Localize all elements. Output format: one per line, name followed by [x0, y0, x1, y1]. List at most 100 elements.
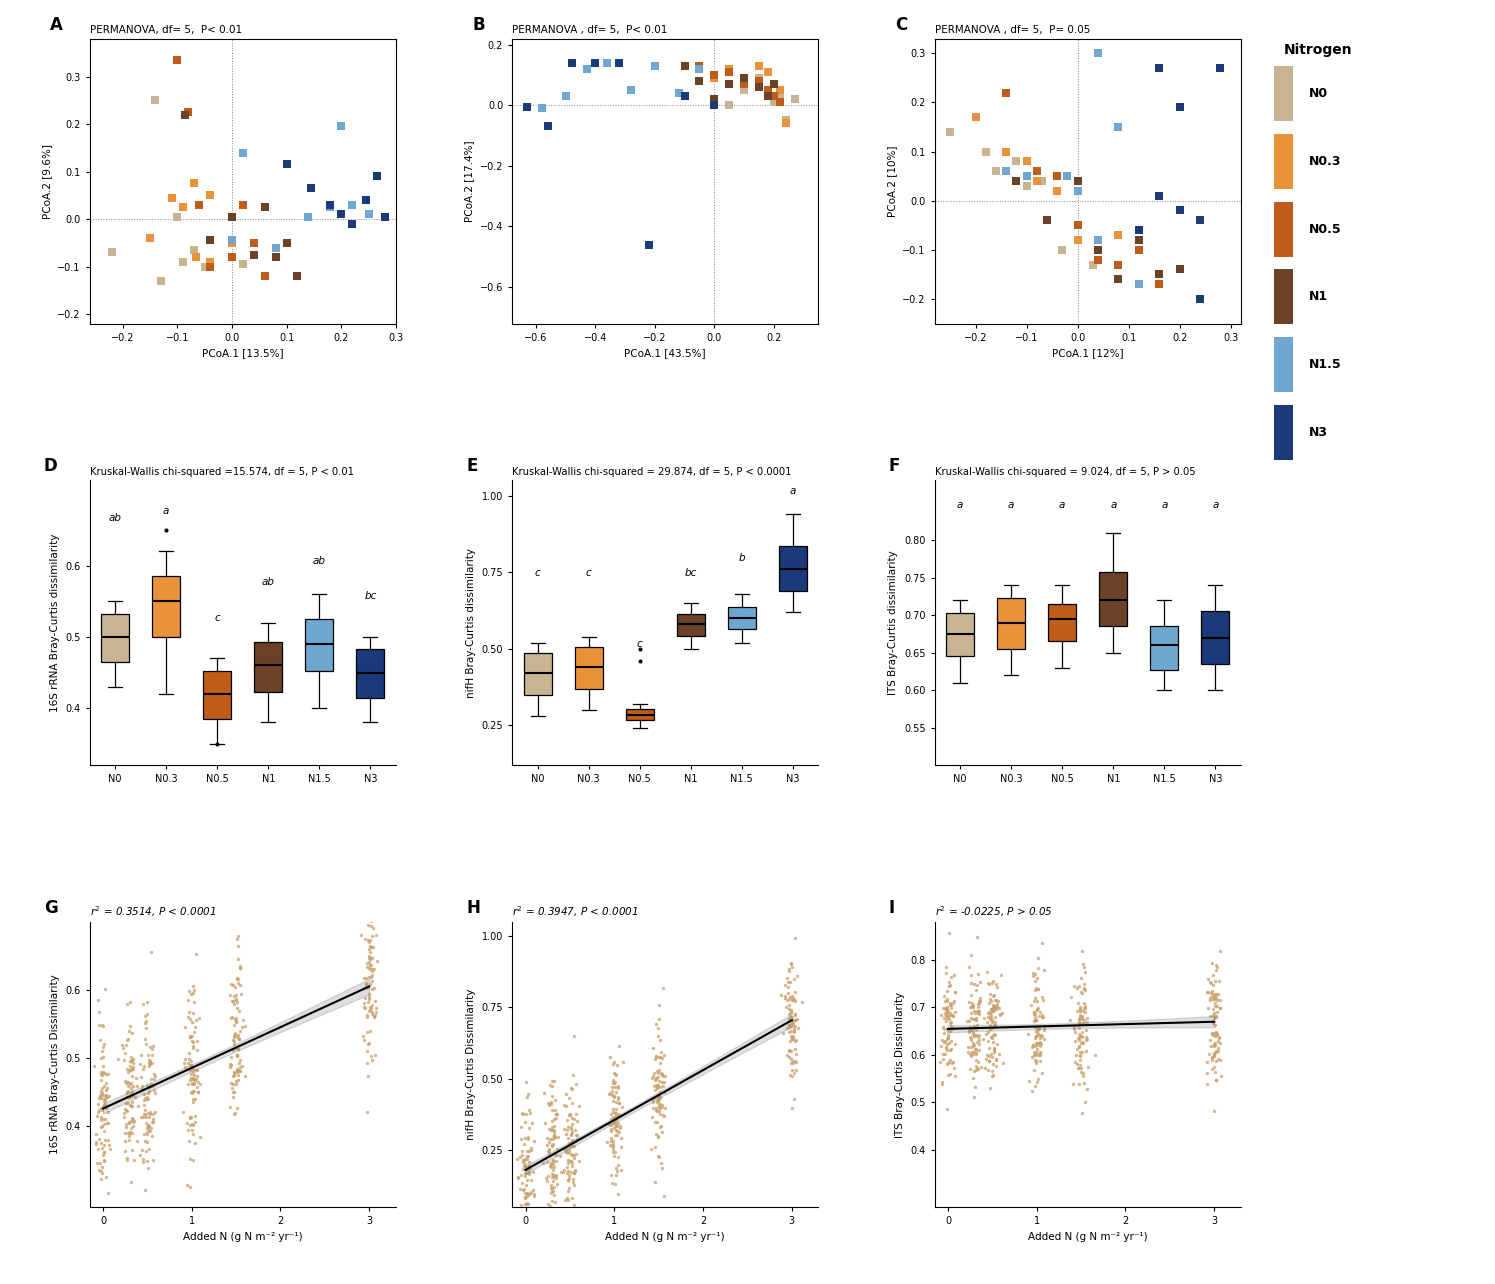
Point: [97, 1139, 121, 1159]
Point: [91, 1113, 115, 1134]
Point: [1067, 998, 1091, 1018]
Point: [937, 1012, 961, 1032]
Point: [517, 1100, 541, 1121]
Point: [601, 1091, 625, 1112]
Point: [1205, 1007, 1229, 1027]
Point: [958, 1028, 982, 1049]
Point: [540, 1177, 564, 1198]
Text: H: H: [466, 899, 480, 917]
Point: [1069, 1045, 1093, 1066]
Point: [136, 1116, 160, 1136]
Point: [558, 1132, 582, 1153]
Point: [227, 1028, 251, 1049]
Point: [227, 955, 251, 976]
Point: [604, 1141, 628, 1162]
Point: [224, 928, 248, 949]
Point: [111, 1035, 135, 1055]
Point: [650, 1048, 674, 1068]
Point: [960, 995, 984, 1016]
Point: [984, 160, 1008, 181]
Point: [966, 1026, 990, 1046]
Point: [1069, 1045, 1093, 1066]
Point: [939, 998, 963, 1018]
Point: [964, 107, 988, 127]
Point: [178, 1070, 202, 1090]
Point: [976, 1052, 1000, 1072]
Point: [646, 1089, 670, 1109]
Point: [233, 1066, 257, 1086]
Point: [1067, 976, 1091, 996]
Point: [1085, 42, 1109, 63]
Y-axis label: 16S rRNA Bray-Curtis dissimilarity: 16S rRNA Bray-Curtis dissimilarity: [49, 534, 60, 711]
Point: [117, 1088, 141, 1108]
Point: [1168, 259, 1192, 280]
Point: [118, 1052, 142, 1072]
Point: [94, 1098, 118, 1118]
Point: [544, 1199, 568, 1220]
Point: [517, 1156, 541, 1176]
Point: [646, 1067, 670, 1088]
Point: [964, 1016, 988, 1036]
Point: [607, 1035, 631, 1055]
Point: [561, 1171, 585, 1192]
Point: [1023, 990, 1046, 1011]
Point: [1027, 1025, 1051, 1045]
Point: [973, 1049, 997, 1070]
Point: [967, 1040, 991, 1061]
Point: [286, 266, 309, 286]
Point: [1069, 1041, 1093, 1062]
Point: [510, 1172, 534, 1193]
Text: D: D: [43, 457, 57, 475]
Point: [178, 1107, 202, 1127]
Point: [513, 1112, 537, 1132]
Point: [1032, 1019, 1055, 1040]
Point: [537, 1143, 561, 1163]
Point: [136, 1152, 160, 1172]
Point: [359, 967, 383, 987]
Point: [114, 1140, 138, 1161]
Point: [608, 1159, 632, 1180]
Point: [179, 1012, 203, 1032]
Point: [1200, 1023, 1224, 1044]
Point: [516, 1141, 540, 1162]
Point: [779, 1002, 803, 1022]
Point: [511, 1150, 535, 1171]
Point: [179, 984, 203, 1004]
Point: [1060, 987, 1084, 1008]
Point: [139, 1050, 163, 1071]
Point: [641, 1066, 665, 1086]
Point: [94, 1085, 118, 1106]
Point: [647, 1008, 671, 1028]
Point: [130, 1149, 154, 1170]
Point: [537, 1193, 561, 1213]
Point: [87, 1161, 111, 1181]
Point: [510, 1129, 534, 1149]
Text: Kruskal-Wallis chi-squared = 9.024, df = 5, P > 0.05: Kruskal-Wallis chi-squared = 9.024, df =…: [934, 466, 1196, 476]
Point: [565, 1125, 589, 1145]
X-axis label: Added N (g N m⁻² yr⁻¹): Added N (g N m⁻² yr⁻¹): [1029, 1231, 1148, 1242]
Point: [354, 967, 378, 987]
Point: [182, 1064, 206, 1085]
Point: [188, 1126, 212, 1147]
Point: [562, 1108, 586, 1129]
Point: [348, 924, 372, 945]
Point: [120, 1172, 144, 1193]
Point: [224, 985, 248, 1005]
Point: [601, 1145, 625, 1166]
Point: [782, 989, 806, 1009]
Point: [227, 1028, 251, 1049]
Point: [93, 1129, 117, 1149]
Point: [136, 1075, 160, 1095]
Point: [221, 994, 245, 1014]
Point: [1024, 1021, 1048, 1041]
Point: [124, 1086, 148, 1107]
Point: [599, 1131, 623, 1152]
Point: [114, 1113, 138, 1134]
Point: [942, 1057, 966, 1077]
Point: [93, 1134, 117, 1154]
Point: [1026, 1018, 1049, 1039]
Point: [175, 1175, 199, 1195]
Point: [638, 1139, 662, 1159]
Point: [602, 1073, 626, 1094]
Point: [100, 241, 124, 262]
